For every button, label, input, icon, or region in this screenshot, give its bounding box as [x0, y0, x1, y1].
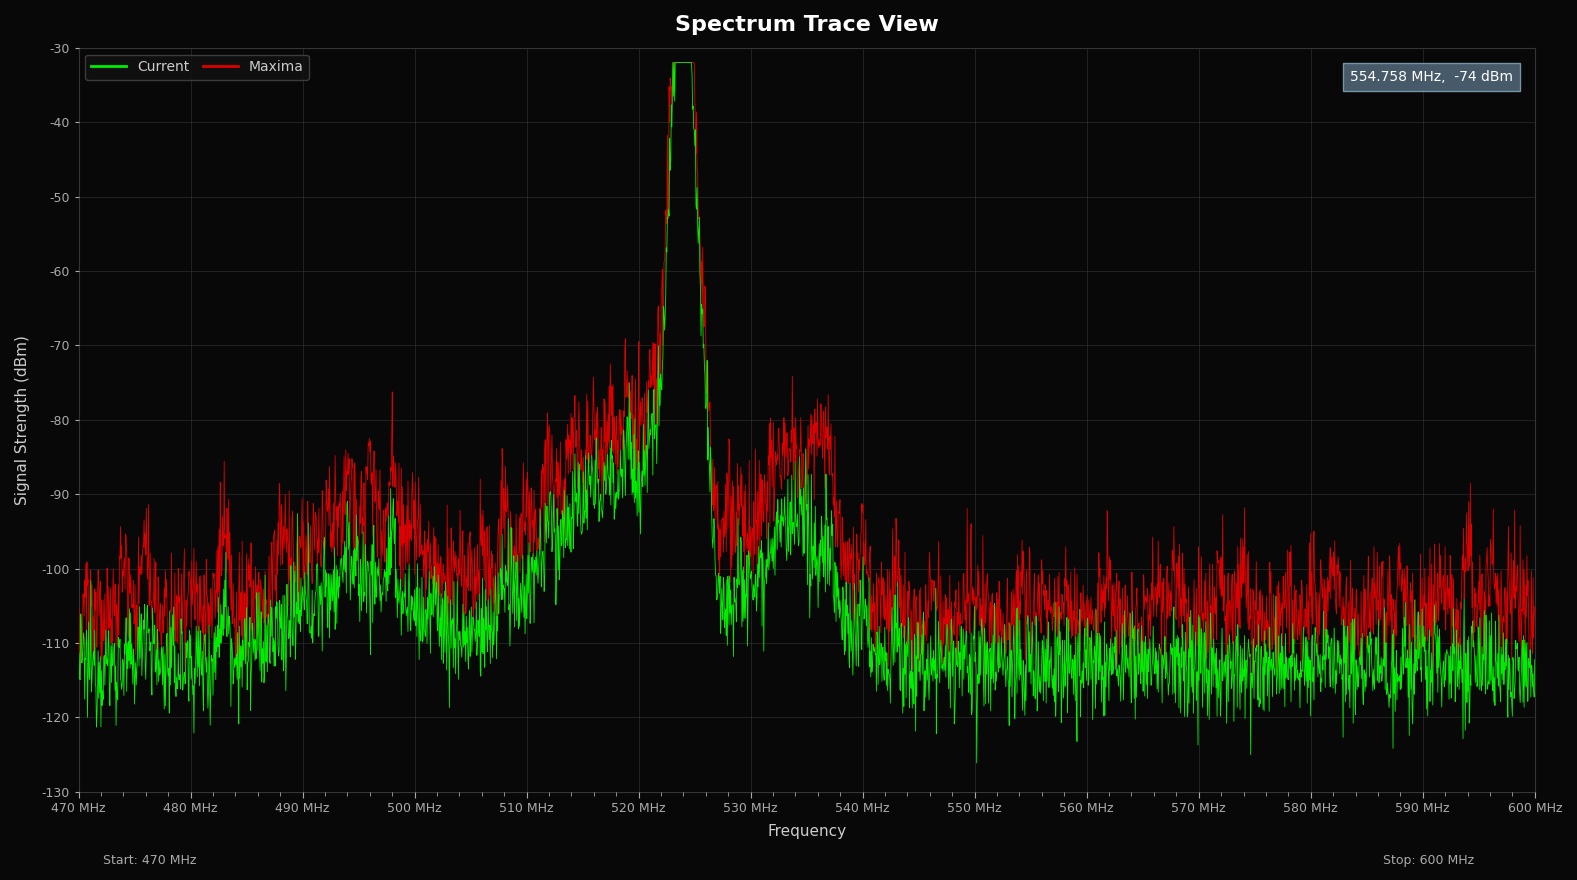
Text: Start: 470 MHz: Start: 470 MHz	[103, 854, 196, 867]
X-axis label: Frequency: Frequency	[766, 824, 847, 839]
Title: Spectrum Trace View: Spectrum Trace View	[675, 15, 938, 35]
Text: 554.758 MHz,  -74 dBm: 554.758 MHz, -74 dBm	[1350, 70, 1512, 84]
Y-axis label: Signal Strength (dBm): Signal Strength (dBm)	[16, 334, 30, 505]
Text: Stop: 600 MHz: Stop: 600 MHz	[1383, 854, 1474, 867]
Legend: Current, Maxima: Current, Maxima	[85, 55, 309, 80]
